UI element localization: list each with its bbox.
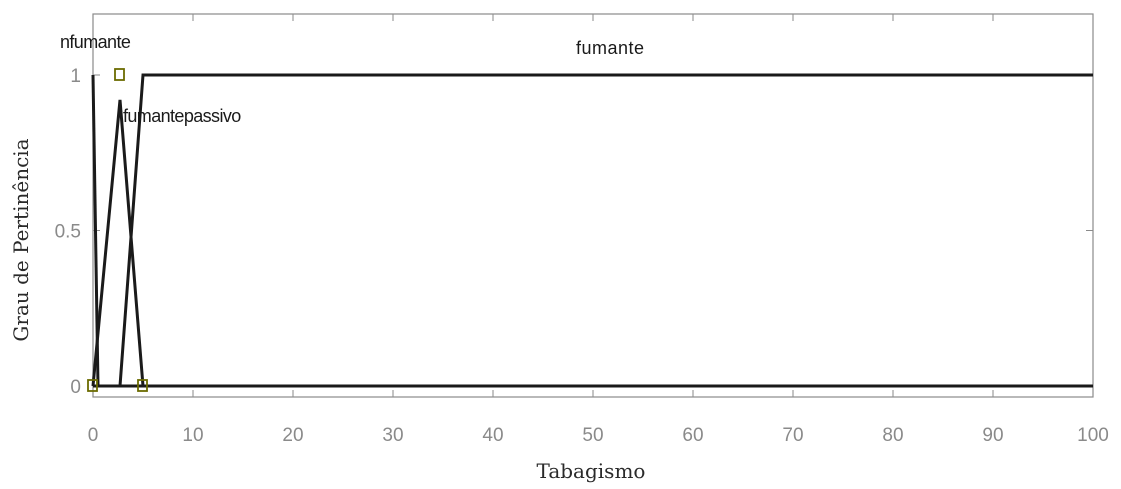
point-markers: [87, 68, 148, 392]
x-tick-label: 0: [88, 425, 99, 446]
series-lines: [91, 73, 1093, 388]
x-tick-label: 30: [382, 425, 403, 446]
series-label-nfumante: nfumante: [60, 32, 131, 52]
y-tick-label: 0: [70, 377, 81, 398]
x-tick-label: 20: [282, 425, 303, 446]
series-label-fumantepassivo: fumantepassivo: [123, 106, 241, 126]
x-tick-label: 100: [1077, 425, 1109, 446]
x-tick-label: 60: [682, 425, 703, 446]
y-tick-label: 0.5: [55, 222, 81, 243]
x-tick-label: 40: [482, 425, 503, 446]
x-tick-label: 80: [882, 425, 903, 446]
point-marker: [87, 379, 98, 392]
point-marker: [137, 379, 148, 392]
x-tick-label: 50: [582, 425, 603, 446]
point-marker: [114, 68, 125, 81]
x-tick-label: 90: [982, 425, 1003, 446]
series-labels: nfumante fumantepassivo fumante: [60, 32, 645, 126]
series-label-fumante: fumante: [576, 38, 645, 58]
series-line-fumante: [118, 73, 1093, 387]
y-axis-title: Grau de Pertinência: [9, 138, 33, 341]
y-tick-label: 1: [70, 66, 81, 87]
x-tick-label: 10: [182, 425, 203, 446]
series-line-fumantepassivo: [91, 99, 145, 387]
tick-labels: 0 10 20 30 40 50 60 70 80 90 100 0 0.5 1: [55, 66, 1109, 446]
axis-ticks: [92, 14, 1094, 397]
x-tick-label: 70: [782, 425, 803, 446]
x-axis-title: Tabagismo: [537, 459, 646, 483]
plot-frame: [92, 13, 1094, 398]
